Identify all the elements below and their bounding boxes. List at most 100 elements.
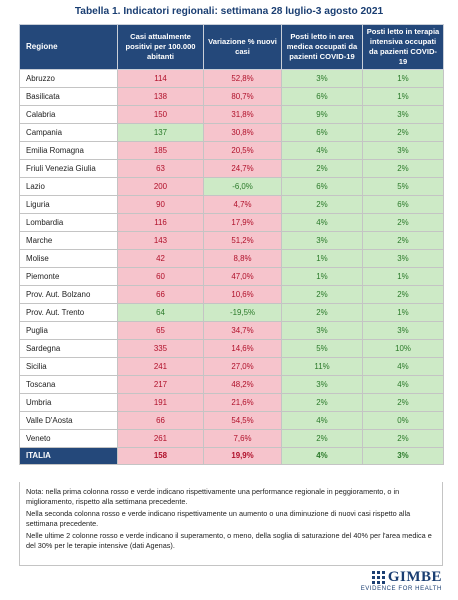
region-name: Sicilia bbox=[19, 357, 118, 376]
region-name: Puglia bbox=[19, 321, 118, 340]
cell-cases: 261 bbox=[117, 429, 204, 448]
cell-icu: 2% bbox=[362, 123, 444, 142]
cell-medical: 6% bbox=[281, 87, 363, 106]
header-variation: Variazione % nuovi casi bbox=[203, 24, 282, 70]
cell-icu: 3% bbox=[362, 321, 444, 340]
cell-cases: 137 bbox=[117, 123, 204, 142]
cell-variation: 21,6% bbox=[203, 393, 282, 412]
region-name: Prov. Aut. Bolzano bbox=[19, 285, 118, 304]
cell-medical: 1% bbox=[281, 267, 363, 286]
cell-medical: 3% bbox=[281, 69, 363, 88]
cell-variation: 20,5% bbox=[203, 141, 282, 160]
table-row: Umbria 191 21,6% 2% 2% bbox=[19, 393, 444, 412]
cell-icu: 3% bbox=[362, 105, 444, 124]
cell-medical: 3% bbox=[281, 231, 363, 250]
cell-variation: 7,6% bbox=[203, 429, 282, 448]
cell-medical: 6% bbox=[281, 123, 363, 142]
notes-box: Nota: nella prima colonna rosso e verde … bbox=[19, 482, 443, 566]
cell-cases: 116 bbox=[117, 213, 204, 232]
cell-medical: 9% bbox=[281, 105, 363, 124]
region-name: Abruzzo bbox=[19, 69, 118, 88]
table-row: Piemonte 60 47,0% 1% 1% bbox=[19, 267, 444, 286]
table-row: Emilia Romagna 185 20,5% 4% 3% bbox=[19, 141, 444, 160]
gimbe-logo: GIMBE EVIDENCE FOR HEALTH bbox=[361, 570, 442, 593]
cell-medical: 2% bbox=[281, 159, 363, 178]
region-name: Calabria bbox=[19, 105, 118, 124]
cell-variation: -6,0% bbox=[203, 177, 282, 196]
cell-icu: 3% bbox=[362, 249, 444, 268]
cell-medical: 2% bbox=[281, 393, 363, 412]
region-name: Basilicata bbox=[19, 87, 118, 106]
region-name: ITALIA bbox=[19, 447, 118, 465]
region-name: Friuli Venezia Giulia bbox=[19, 159, 118, 178]
header-region: Regione bbox=[19, 24, 118, 70]
table-row: Liguria 90 4,7% 2% 6% bbox=[19, 195, 444, 214]
cell-icu: 2% bbox=[362, 213, 444, 232]
table-body: Abruzzo 114 52,8% 3% 1% Basilicata 138 80,7% 6% 1… bbox=[19, 69, 444, 465]
table-row: Campania 137 30,8% 6% 2% bbox=[19, 123, 444, 142]
table-row: Veneto 261 7,6% 2% 2% bbox=[19, 429, 444, 448]
cell-cases: 66 bbox=[117, 285, 204, 304]
header-medical: Posti letto in area medica occupati da p… bbox=[281, 24, 363, 70]
table-row: Marche 143 51,2% 3% 2% bbox=[19, 231, 444, 250]
region-name: Molise bbox=[19, 249, 118, 268]
cell-cases: 158 bbox=[117, 447, 204, 465]
note-3: Nelle ultime 2 colonne rosso e verde ind… bbox=[26, 531, 432, 550]
region-name: Lombardia bbox=[19, 213, 118, 232]
cell-icu: 1% bbox=[362, 303, 444, 322]
region-name: Piemonte bbox=[19, 267, 118, 286]
region-name: Lazio bbox=[19, 177, 118, 196]
cell-cases: 200 bbox=[117, 177, 204, 196]
cell-medical: 5% bbox=[281, 339, 363, 358]
table-row: Basilicata 138 80,7% 6% 1% bbox=[19, 87, 444, 106]
region-name: Veneto bbox=[19, 429, 118, 448]
region-name: Toscana bbox=[19, 375, 118, 394]
cell-icu: 1% bbox=[362, 267, 444, 286]
table-row: Molise 42 8,8% 1% 3% bbox=[19, 249, 444, 268]
region-name: Emilia Romagna bbox=[19, 141, 118, 160]
cell-cases: 217 bbox=[117, 375, 204, 394]
cell-variation: 4,7% bbox=[203, 195, 282, 214]
cell-medical: 3% bbox=[281, 375, 363, 394]
table-row: Sardegna 335 14,6% 5% 10% bbox=[19, 339, 444, 358]
cell-medical: 4% bbox=[281, 447, 363, 465]
gimbe-grid-icon bbox=[371, 571, 385, 584]
cell-cases: 42 bbox=[117, 249, 204, 268]
cell-medical: 4% bbox=[281, 411, 363, 430]
table-row: Sicilia 241 27,0% 11% 4% bbox=[19, 357, 444, 376]
cell-medical: 3% bbox=[281, 321, 363, 340]
cell-cases: 150 bbox=[117, 105, 204, 124]
cell-icu: 10% bbox=[362, 339, 444, 358]
table-row: Abruzzo 114 52,8% 3% 1% bbox=[19, 69, 444, 88]
cell-icu: 2% bbox=[362, 159, 444, 178]
cell-medical: 1% bbox=[281, 249, 363, 268]
cell-cases: 60 bbox=[117, 267, 204, 286]
cell-cases: 63 bbox=[117, 159, 204, 178]
cell-variation: 19,9% bbox=[203, 447, 282, 465]
cell-icu: 2% bbox=[362, 393, 444, 412]
cell-variation: 54,5% bbox=[203, 411, 282, 430]
cell-icu: 3% bbox=[362, 447, 444, 465]
logo-name: GIMBE bbox=[387, 569, 442, 585]
cell-medical: 2% bbox=[281, 429, 363, 448]
header-icu: Posti letto in terapia intensiva occupat… bbox=[362, 24, 444, 70]
cell-medical: 4% bbox=[281, 213, 363, 232]
cell-variation: 24,7% bbox=[203, 159, 282, 178]
table-row: Valle D'Aosta 66 54,5% 4% 0% bbox=[19, 411, 444, 430]
cell-variation: -19,5% bbox=[203, 303, 282, 322]
cell-variation: 34,7% bbox=[203, 321, 282, 340]
note-1: Nota: nella prima colonna rosso e verde … bbox=[26, 487, 400, 506]
cell-icu: 3% bbox=[362, 141, 444, 160]
cell-variation: 47,0% bbox=[203, 267, 282, 286]
cell-variation: 48,2% bbox=[203, 375, 282, 394]
region-name: Campania bbox=[19, 123, 118, 142]
cell-variation: 10,6% bbox=[203, 285, 282, 304]
cell-icu: 1% bbox=[362, 69, 444, 88]
cell-icu: 2% bbox=[362, 429, 444, 448]
cell-cases: 335 bbox=[117, 339, 204, 358]
cell-medical: 11% bbox=[281, 357, 363, 376]
region-name: Prov. Aut. Trento bbox=[19, 303, 118, 322]
region-name: Marche bbox=[19, 231, 118, 250]
cell-variation: 8,8% bbox=[203, 249, 282, 268]
